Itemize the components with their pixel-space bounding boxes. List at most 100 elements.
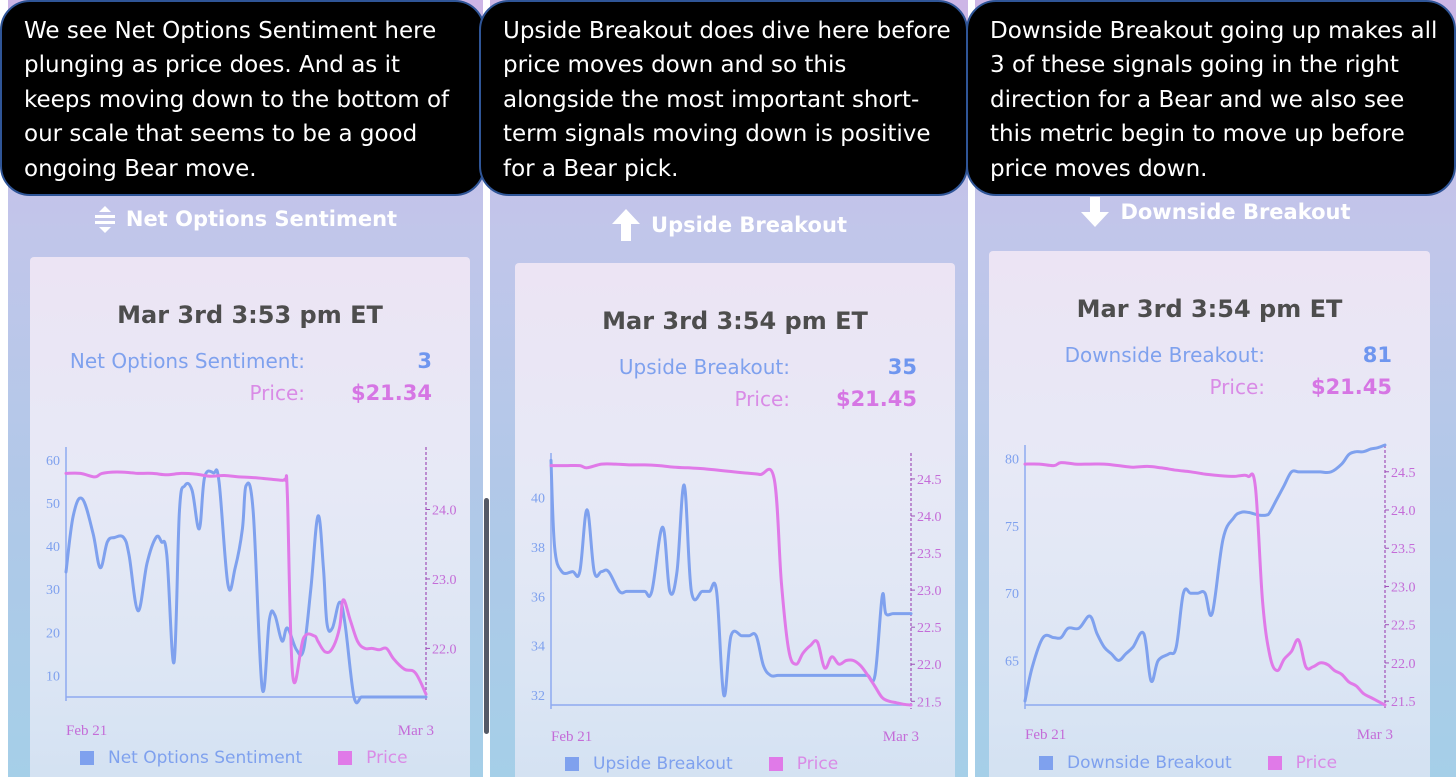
scrollbar[interactable] xyxy=(484,498,489,734)
y-tick-label-right: 24.0 xyxy=(432,504,457,519)
y-tick-label-right: 24.0 xyxy=(1391,504,1416,519)
arrow-up-icon xyxy=(611,208,641,242)
y-tick-label-right: 22.0 xyxy=(432,642,457,657)
legend-item-price[interactable]: Price xyxy=(338,748,408,768)
timestamp: Mar 3rd 3:53 pm ET xyxy=(117,301,383,329)
price-label: Price: xyxy=(734,387,790,411)
y-tick-label-right: 23.0 xyxy=(917,584,942,599)
metric-value: 3 xyxy=(417,349,432,373)
callout-text: Upside Breakout does dive here before pr… xyxy=(503,18,951,182)
y-tick-label-right: 22.0 xyxy=(1391,657,1416,672)
legend-label-metric: Net Options Sentiment xyxy=(108,748,303,768)
y-tick-label-left: 32 xyxy=(531,689,545,704)
y-tick-label-right: 21.5 xyxy=(917,695,942,710)
callout-text: We see Net Options Sentiment here plungi… xyxy=(24,18,450,182)
x-tick-label: Mar 3 xyxy=(1357,727,1393,741)
line-chart: 10 20 30 40 50 60 22.0 23.0 24.0 Feb 21 Mar 3 xyxy=(46,447,457,739)
metric-value: 35 xyxy=(887,355,917,379)
legend-label-price: Price xyxy=(366,748,408,768)
timestamp: Mar 3rd 3:54 pm ET xyxy=(602,307,868,335)
y-tick-label-left: 40 xyxy=(46,540,60,555)
x-tick-label: Mar 3 xyxy=(398,723,434,739)
series-line-metric xyxy=(64,468,428,705)
callout-bubble: Downside Breakout going up makes all 3 o… xyxy=(966,0,1456,196)
y-tick-label-right: 24.0 xyxy=(917,510,942,525)
legend-swatch-price xyxy=(768,757,783,771)
series-line-price xyxy=(64,470,428,696)
metric-label: Net Options Sentiment: xyxy=(69,349,305,373)
legend-item-metric[interactable]: Net Options Sentiment xyxy=(80,748,302,768)
chart-legend: Net Options Sentiment Price xyxy=(80,748,408,768)
legend-swatch-metric xyxy=(80,751,94,765)
expand-collapse-icon[interactable] xyxy=(94,204,116,234)
x-tick-label: Mar 3 xyxy=(883,729,919,745)
legend-label-price: Price xyxy=(1295,753,1338,773)
legend-swatch-metric xyxy=(565,757,579,771)
series-line-price xyxy=(549,462,913,707)
price-value: $21.34 xyxy=(350,381,432,405)
y-tick-label-right: 24.5 xyxy=(917,473,942,488)
price-value: $21.45 xyxy=(835,387,917,411)
arrow-down-icon xyxy=(1080,196,1110,228)
y-tick-label-left: 50 xyxy=(46,497,60,512)
metric-label: Upside Breakout: xyxy=(618,355,790,379)
y-tick-label-right: 24.5 xyxy=(1391,466,1416,481)
callout-bubble: Upside Breakout does dive here before pr… xyxy=(479,0,968,196)
panel-downside-breakout: Downside Breakout Mar 3rd 3:54 pm ET Dow… xyxy=(975,0,1456,777)
y-tick-label-left: 60 xyxy=(46,454,60,469)
y-tick-label-left: 75 xyxy=(1005,520,1019,535)
metric-label: Downside Breakout: xyxy=(1064,343,1265,367)
y-tick-label-left: 20 xyxy=(46,626,60,641)
panel-title: Net Options Sentiment xyxy=(8,204,483,234)
legend-swatch-price xyxy=(1267,756,1282,770)
panel-title: Downside Breakout xyxy=(975,196,1456,228)
chart-legend: Downside Breakout Price xyxy=(1039,753,1337,773)
line-chart: 32 34 36 38 40 21.5 22.0 22.5 23.0 23.5 24.0 24.5 Fe… xyxy=(531,453,942,745)
y-tick-label-right: 22.5 xyxy=(917,621,942,636)
y-tick-label-left: 10 xyxy=(46,669,60,684)
y-tick-label-right: 22.0 xyxy=(917,658,942,673)
callout-text: Downside Breakout going up makes all 3 o… xyxy=(990,18,1438,182)
y-tick-label-right: 21.5 xyxy=(1391,695,1416,710)
price-label: Price: xyxy=(1209,375,1265,399)
y-tick-label-right: 23.5 xyxy=(917,547,942,562)
legend-item-price[interactable]: Price xyxy=(768,754,839,774)
x-tick-label: Feb 21 xyxy=(551,729,592,745)
chart-card: Mar 3rd 3:54 pm ET Downside Breakout: 81… xyxy=(989,251,1430,777)
y-tick-label-left: 36 xyxy=(531,590,545,605)
y-tick-label-right: 23.0 xyxy=(1391,580,1416,595)
y-tick-label-left: 34 xyxy=(531,640,545,655)
x-tick-label: Feb 21 xyxy=(66,723,107,739)
panel-title: Upside Breakout xyxy=(490,208,968,242)
panel-title-text: Upside Breakout xyxy=(651,213,847,237)
series-line-metric xyxy=(1023,443,1387,703)
timestamp: Mar 3rd 3:54 pm ET xyxy=(1076,295,1343,323)
legend-item-metric[interactable]: Upside Breakout xyxy=(565,754,733,774)
chart-legend: Upside Breakout Price xyxy=(565,754,838,774)
y-tick-label-left: 40 xyxy=(531,491,545,506)
series-line-metric xyxy=(549,458,913,698)
y-tick-label-right: 23.0 xyxy=(432,573,457,588)
y-tick-label-left: 30 xyxy=(46,583,60,598)
line-chart: 65 70 75 80 21.5 22.0 22.5 23.0 23.5 24.0 24.5 Feb … xyxy=(1005,443,1416,741)
panel-title-text: Net Options Sentiment xyxy=(125,207,398,231)
panel-title-text: Downside Breakout xyxy=(1120,200,1351,224)
callout-bubble: We see Net Options Sentiment here plungi… xyxy=(0,0,485,196)
legend-label-metric: Upside Breakout xyxy=(593,754,733,774)
legend-swatch-metric xyxy=(1039,756,1053,770)
y-tick-label-left: 38 xyxy=(531,541,545,556)
legend-item-price[interactable]: Price xyxy=(1267,753,1338,773)
y-tick-label-left: 65 xyxy=(1005,655,1019,670)
chart-card: Mar 3rd 3:53 pm ET Net Options Sentiment… xyxy=(30,257,470,777)
metric-value: 81 xyxy=(1362,343,1392,367)
legend-label-metric: Downside Breakout xyxy=(1067,753,1232,773)
price-label: Price: xyxy=(249,381,305,405)
chart-card: Mar 3rd 3:54 pm ET Upside Breakout: 35 P… xyxy=(515,263,955,777)
legend-item-metric[interactable]: Downside Breakout xyxy=(1039,753,1232,773)
y-tick-label-right: 23.5 xyxy=(1391,542,1416,557)
y-tick-label-left: 80 xyxy=(1005,452,1019,467)
y-tick-label-right: 22.5 xyxy=(1391,619,1416,634)
price-value: $21.45 xyxy=(1310,375,1392,399)
legend-label-price: Price xyxy=(796,754,839,774)
y-tick-label-left: 70 xyxy=(1005,587,1019,602)
